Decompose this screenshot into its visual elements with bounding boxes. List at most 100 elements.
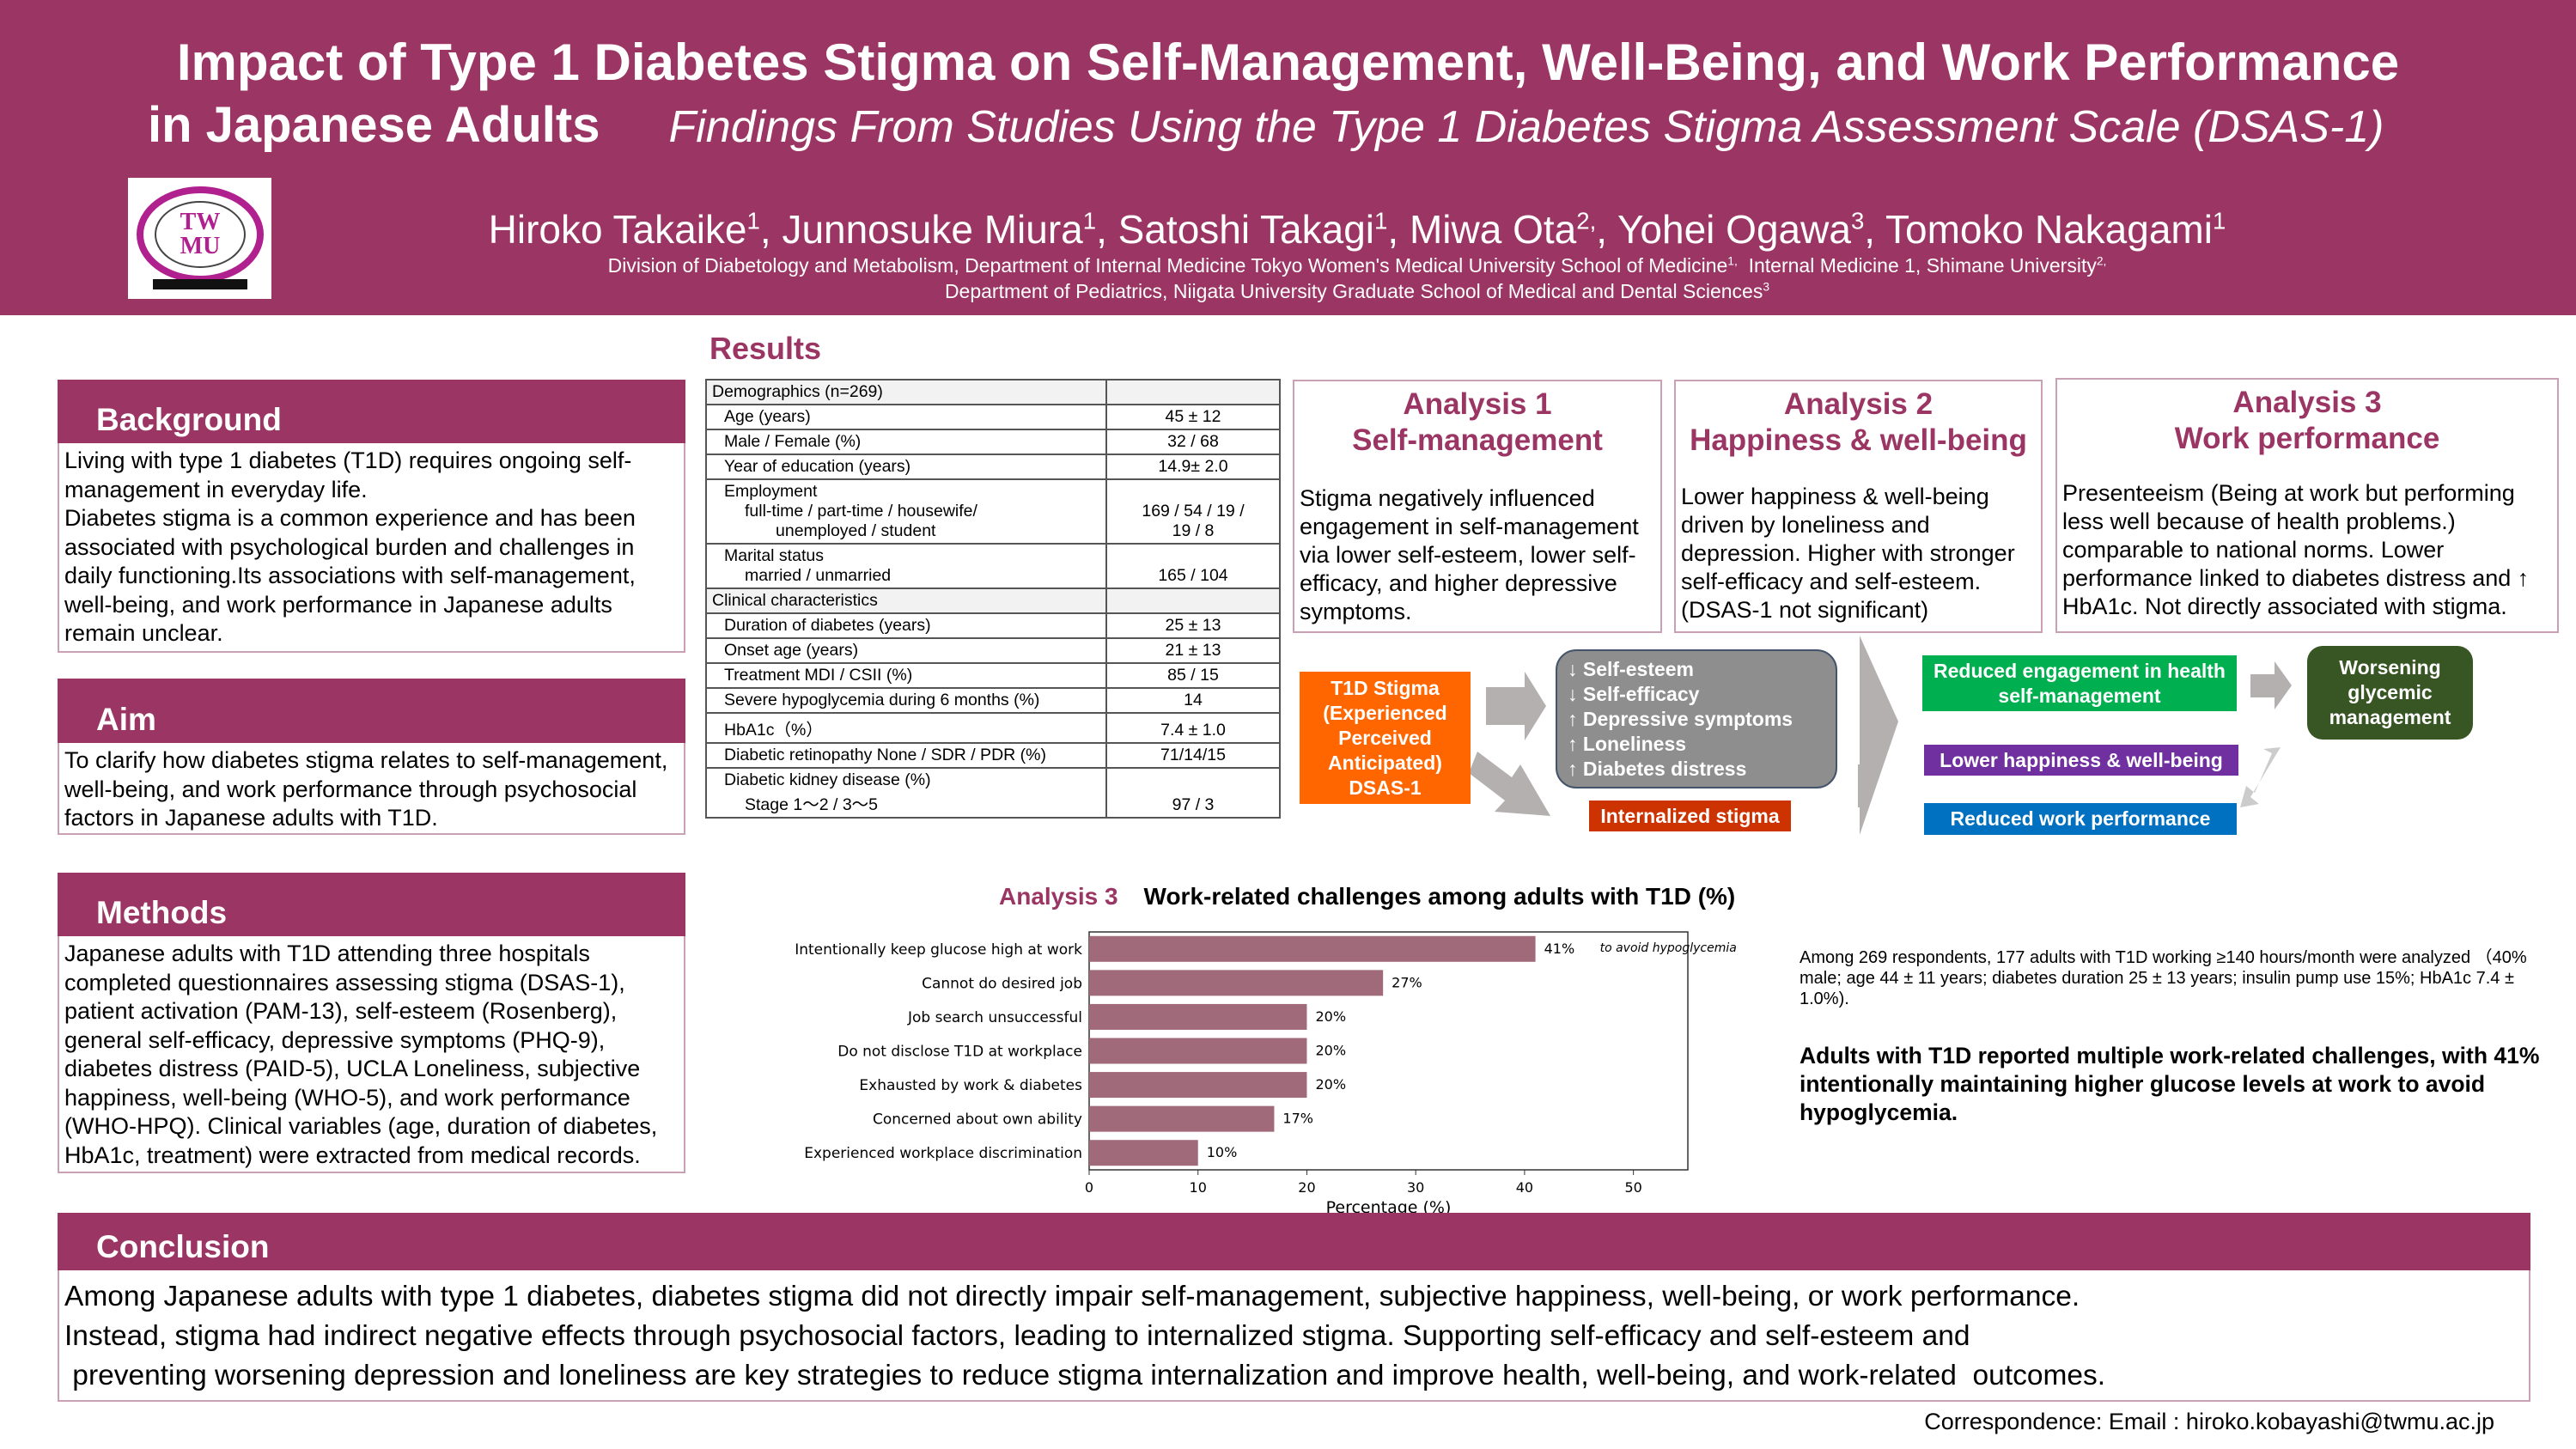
- value-text: 21 ± 13: [1165, 641, 1221, 660]
- data-label: 20%: [1315, 1043, 1346, 1059]
- table-row: Employment full-time / part-time / housew…: [705, 478, 1281, 545]
- row-label: Employment full-time / part-time / housew…: [705, 478, 1107, 545]
- bar: [1089, 935, 1536, 962]
- value-text: 85 / 15: [1167, 666, 1219, 685]
- label-text: Clinical characteristics: [712, 591, 878, 610]
- internalized-stigma-box: Internalized stigma: [1589, 801, 1791, 831]
- background-text: Living with type 1 diabetes (T1D) requir…: [64, 447, 632, 502]
- data-label: 41%: [1544, 941, 1575, 957]
- poster-subtitle: Findings From Studies Using the Type 1 D…: [668, 102, 2384, 152]
- author-affiliation: 1: [1082, 207, 1097, 234]
- methods-heading: Methods: [58, 873, 685, 936]
- analysis-2-title: Analysis 2 Happiness & well-being: [1681, 387, 2036, 459]
- svg-text:MU: MU: [180, 233, 220, 259]
- stigma-item: DSAS-1: [1349, 776, 1422, 799]
- bar: [1089, 1038, 1307, 1064]
- data-label: 27%: [1392, 974, 1422, 990]
- row-label: Treatment MDI / CSII (%): [705, 662, 1107, 689]
- x-tick-label: 30: [1407, 1179, 1424, 1196]
- row-value: 32 / 68: [1105, 429, 1281, 455]
- value-text: 25 ± 13: [1165, 616, 1221, 635]
- analysis-2-text: Lower happiness & well-being driven by l…: [1681, 484, 2015, 623]
- arrow-right-icon-2: [2250, 661, 2292, 709]
- stigma-lines: T1D Stigma (Experienced Perceived Anticipat…: [1323, 676, 1446, 801]
- stigma-box: T1D Stigma (Experienced Perceived Anticipat…: [1300, 672, 1471, 804]
- value-text: 32 / 68: [1167, 432, 1219, 451]
- category-label: Cannot do desired job: [922, 975, 1082, 992]
- x-tick-label: 40: [1516, 1179, 1533, 1196]
- table-row: Age (years) 45 ± 12: [705, 404, 1281, 430]
- row-value: 71/14/15: [1105, 742, 1281, 769]
- glycemic-box: Worsening glycemic management: [2307, 646, 2473, 740]
- table-row: Diabetic retinopathy None / SDR / PDR (%…: [705, 742, 1281, 769]
- row-label: Diabetic retinopathy None / SDR / PDR (%…: [705, 742, 1107, 769]
- background-body: Living with type 1 diabetes (T1D) requir…: [58, 443, 685, 653]
- results-heading: Results: [709, 331, 822, 366]
- label-sub: Stage 1～2 / 3～5: [745, 795, 879, 814]
- value-text: 169 / 54 / 19 /: [1142, 502, 1245, 521]
- label-text: Severe hypoglycemia during 6 months (%): [724, 691, 1040, 709]
- value-text: 71/14/15: [1160, 746, 1226, 764]
- work-challenges-chart: Intentionally keep glucose high at work 4…: [795, 931, 1737, 1217]
- label-text: Year of education (years): [724, 457, 911, 476]
- row-value: 97 / 3: [1105, 767, 1281, 819]
- bar: [1089, 1105, 1275, 1132]
- outcome-work-box: Reduced work performance: [1924, 803, 2237, 835]
- value-text: 165 / 104: [1158, 566, 1228, 585]
- category-label: Exhausted by work & diabetes: [859, 1077, 1082, 1094]
- methods-body: Japanese adults with T1D attending three…: [58, 936, 685, 1173]
- conclusion-body: Among Japanese adults with type 1 diabet…: [58, 1270, 2530, 1402]
- chart-title-prefix: Analysis 3: [999, 883, 1118, 910]
- poster-title-line2: in Japanese Adults Findings From Studies …: [148, 96, 2384, 154]
- row-label: Age (years): [705, 404, 1107, 430]
- mediators-item: ↑ Loneliness: [1568, 732, 1687, 755]
- data-label: 20%: [1315, 1076, 1346, 1093]
- label-text: Marital status: [724, 546, 824, 565]
- outcome-self-management-box: Reduced engagement in health self-manage…: [1922, 655, 2237, 711]
- label-text: Age (years): [724, 407, 811, 426]
- row-label: Demographics (n=269): [705, 379, 1107, 405]
- label-text: Employment: [724, 482, 818, 501]
- table-row: HbA1c（%） 7.4 ± 1.0: [705, 712, 1281, 744]
- analysis-1-subtitle: Self-management: [1352, 423, 1603, 457]
- table-row: Year of education (years) 14.9± 2.0: [705, 454, 1281, 480]
- x-tick-label: 20: [1298, 1179, 1315, 1196]
- affil-3-sup: 3: [1763, 280, 1770, 294]
- demographics-table: Demographics (n=269) Age (years) 45 ± 12 Ma…: [705, 379, 1281, 819]
- value-text: 45 ± 12: [1165, 407, 1221, 426]
- row-label: Onset age (years): [705, 637, 1107, 664]
- stigma-item: T1D Stigma: [1331, 676, 1440, 699]
- category-label: Concerned about own ability: [873, 1111, 1082, 1129]
- analysis-3-subtitle: Work performance: [2174, 422, 2440, 455]
- aim-body: To clarify how diabetes stigma relates t…: [58, 743, 685, 835]
- affil-1-sup: 1,: [1727, 254, 1738, 268]
- affil-2: Internal Medicine 1, Shimane University: [1748, 254, 2097, 277]
- mediator-lines: ↓ Self-esteem ↓ Self-efficacy ↑ Depressive…: [1568, 657, 1793, 782]
- value-text: 14.9± 2.0: [1158, 457, 1228, 476]
- title-line2-text: in Japanese Adults: [148, 97, 600, 153]
- bar: [1089, 1140, 1198, 1166]
- annotation: to avoid hypoglycemia: [1600, 941, 1737, 955]
- row-label: Diabetic kidney disease (%) Stage 1～2 / 3…: [705, 767, 1107, 819]
- label-text: Onset age (years): [724, 641, 859, 660]
- university-logo: TW MU: [128, 178, 271, 299]
- aim-heading: Aim: [58, 679, 685, 743]
- value-text-2: 19 / 8: [1172, 521, 1215, 540]
- category-label: Do not disclose T1D at workplace: [837, 1044, 1082, 1061]
- table-row: Duration of diabetes (years) 25 ± 13: [705, 612, 1281, 639]
- label-text: HbA1c（%）: [724, 721, 823, 740]
- author-affiliation: 3: [1850, 207, 1865, 234]
- table-row: Severe hypoglycemia during 6 months (%) 1…: [705, 687, 1281, 714]
- label-text: Duration of diabetes (years): [724, 616, 931, 635]
- data-label: 10%: [1207, 1144, 1238, 1160]
- affiliations-line2: Department of Pediatrics, Niigata Univer…: [0, 280, 2576, 303]
- svg-text:TW: TW: [180, 209, 220, 235]
- category-label: Experienced workplace discrimination: [804, 1145, 1082, 1162]
- poster-title: Impact of Type 1 Diabetes Stigma on Self…: [176, 33, 2400, 91]
- chart-title-text: Work-related challenges among adults wit…: [1143, 883, 1736, 910]
- table-row: Marital status married / unmarried 165 / 1…: [705, 543, 1281, 589]
- x-tick-label: 50: [1624, 1179, 1641, 1196]
- analysis-3-box: Analysis 3 Work performance Presenteeism …: [2055, 378, 2559, 633]
- author-list: Hiroko Takaike1, Junnosuke Miura1, Satos…: [488, 207, 2226, 252]
- author-name: Tomoko Nakagami: [1885, 207, 2213, 252]
